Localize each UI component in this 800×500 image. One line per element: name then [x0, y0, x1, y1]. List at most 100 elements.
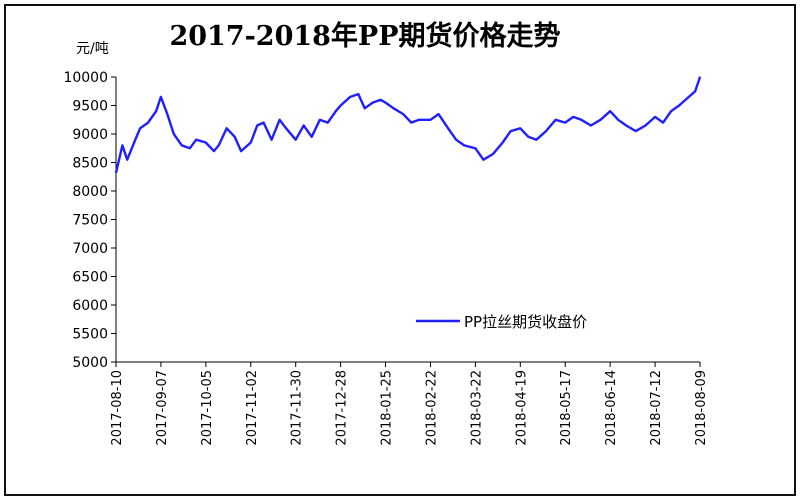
- data-point: [126, 158, 128, 161]
- data-point: [635, 130, 637, 132]
- y-tick-label: 6000: [72, 298, 108, 314]
- data-point: [155, 110, 157, 112]
- y-tick-label: 8500: [72, 156, 108, 172]
- data-point: [285, 127, 287, 130]
- x-tick-label: 2017-11-02: [245, 370, 260, 446]
- y-tick-label: 10000: [63, 70, 108, 86]
- data-point: [327, 121, 329, 124]
- data-point: [363, 107, 366, 110]
- series-line-pp-close-price: [114, 76, 702, 174]
- x-tick-label: 2018-08-09: [694, 370, 709, 446]
- plot-area: [114, 76, 702, 174]
- data-point: [554, 119, 557, 121]
- data-point: [678, 104, 680, 107]
- y-axis-unit-label: 元/吨: [76, 41, 109, 57]
- data-point: [319, 119, 321, 121]
- data-point: [392, 107, 395, 110]
- data-point: [160, 96, 162, 98]
- data-point: [173, 133, 175, 135]
- data-point: [437, 113, 440, 115]
- data-point: [572, 116, 575, 118]
- data-point: [564, 121, 566, 124]
- data-point: [625, 124, 627, 127]
- data-point: [609, 110, 611, 112]
- data-point: [205, 141, 207, 144]
- data-point: [357, 93, 360, 95]
- data-point: [519, 127, 522, 130]
- data-point: [492, 153, 494, 155]
- data-point: [590, 124, 592, 127]
- data-point: [654, 116, 656, 118]
- data-point: [213, 150, 215, 152]
- data-point: [482, 158, 485, 161]
- data-point: [339, 104, 342, 107]
- data-point: [418, 119, 421, 121]
- x-tick-label: 2018-07-12: [649, 370, 664, 446]
- y-tick-label: 5000: [72, 355, 108, 371]
- data-point: [699, 76, 701, 78]
- data-point: [225, 127, 228, 130]
- x-tick-label: 2018-06-14: [604, 370, 619, 446]
- y-tick-label: 5500: [72, 327, 108, 343]
- data-point: [474, 147, 477, 150]
- x-tick-label: 2018-01-25: [380, 370, 395, 446]
- data-point: [166, 113, 169, 115]
- x-tick-label: 2018-03-22: [469, 370, 484, 446]
- y-axis: 5000 5500 6000 6500 7000 7500 8000 8500 9000 9500…: [63, 70, 117, 371]
- data-point: [509, 130, 512, 132]
- chart-frame: [4, 4, 796, 496]
- legend-label: PP拉丝期货收盘价: [464, 313, 587, 331]
- data-point: [147, 121, 149, 124]
- data-point: [335, 110, 337, 112]
- data-point: [349, 96, 352, 98]
- x-axis: 2017-08-10 2017-09-07 2017-10-05 2017-11-02…: [110, 361, 709, 446]
- data-point: [599, 119, 602, 121]
- data-point: [294, 138, 297, 141]
- chart-title: 2017-2018年PP期货价格走势: [169, 21, 561, 52]
- x-tick-label: 2017-09-07: [155, 370, 170, 446]
- x-tick-label: 2017-11-30: [290, 370, 305, 446]
- y-tick-label: 6500: [72, 270, 108, 286]
- data-point: [455, 138, 457, 141]
- y-tick-label: 9000: [72, 127, 108, 143]
- data-point: [134, 138, 137, 141]
- y-tick-label: 9500: [72, 99, 108, 115]
- data-point: [402, 113, 405, 115]
- y-tick-label: 7000: [72, 241, 108, 257]
- data-point: [670, 110, 672, 112]
- data-point: [233, 136, 236, 138]
- data-point: [410, 121, 413, 124]
- data-point: [139, 127, 141, 130]
- x-tick-label: 2018-05-17: [559, 370, 574, 446]
- x-tick-label: 2017-08-10: [110, 370, 125, 446]
- data-point: [447, 127, 449, 130]
- data-point: [463, 144, 466, 147]
- data-point: [278, 119, 281, 121]
- data-point: [115, 172, 117, 174]
- y-tick-label: 7500: [72, 213, 108, 229]
- data-point: [121, 144, 124, 147]
- data-point: [240, 150, 242, 152]
- data-point: [262, 121, 265, 124]
- data-point: [270, 138, 273, 141]
- x-tick-label: 2018-04-19: [514, 370, 529, 446]
- data-point: [535, 138, 538, 141]
- data-point: [384, 101, 387, 104]
- data-point: [250, 141, 252, 144]
- data-point: [545, 130, 547, 132]
- y-tick-label: 8000: [72, 184, 108, 200]
- data-point: [644, 124, 647, 127]
- data-point: [688, 96, 690, 98]
- data-point: [195, 138, 197, 141]
- data-point: [189, 147, 191, 150]
- data-point: [217, 144, 220, 147]
- data-point: [371, 101, 374, 104]
- data-point: [527, 136, 530, 138]
- x-tick-label: 2017-12-28: [335, 370, 350, 446]
- data-point: [617, 119, 619, 121]
- data-point: [662, 121, 664, 124]
- x-tick-label: 2017-10-05: [200, 370, 215, 446]
- legend: PP拉丝期货收盘价: [416, 313, 587, 331]
- data-point: [501, 141, 504, 144]
